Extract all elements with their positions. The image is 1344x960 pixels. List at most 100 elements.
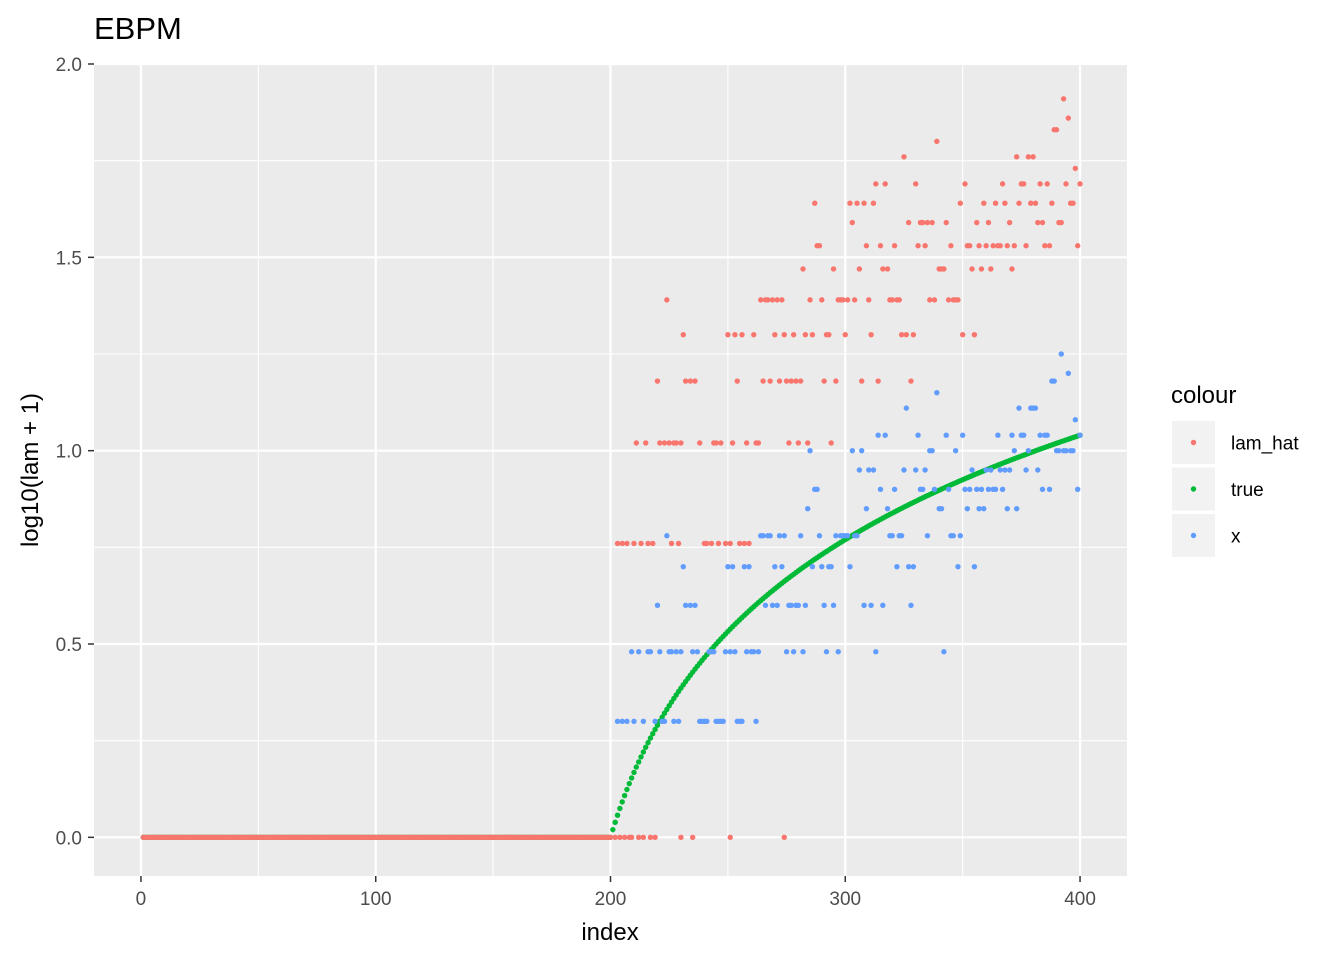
point-lam-hat <box>844 297 851 303</box>
x-tick-label: 100 <box>360 889 392 910</box>
point-x <box>962 486 968 493</box>
point-x <box>856 467 863 473</box>
point-x <box>934 389 940 396</box>
point-x <box>894 563 900 570</box>
point-x <box>1023 467 1029 473</box>
point-lam-hat <box>943 219 949 226</box>
point-x <box>661 718 668 725</box>
point-lam-hat <box>758 297 764 303</box>
point-lam-hat <box>727 834 733 841</box>
point-lam-hat <box>908 378 914 384</box>
point-lam-hat <box>974 219 980 226</box>
point-x <box>664 533 670 539</box>
point-lam-hat <box>725 331 731 338</box>
point-x <box>891 486 898 493</box>
point-x <box>694 649 701 655</box>
point-x <box>1070 447 1076 454</box>
point-x <box>920 486 926 493</box>
point-x <box>814 486 820 493</box>
point-lam-hat <box>870 200 877 206</box>
point-x <box>614 718 621 725</box>
point-lam-hat <box>631 540 637 547</box>
point-x <box>873 649 879 655</box>
y-tick-label: 1.5 <box>56 248 82 269</box>
point-x <box>1065 370 1072 377</box>
point-x <box>704 718 710 725</box>
point-x <box>1016 405 1022 411</box>
legend-label: lam_hat <box>1231 434 1299 455</box>
point-x <box>978 486 985 493</box>
point-lam-hat <box>967 243 973 249</box>
point-lam-hat <box>884 266 891 272</box>
point-x <box>790 649 797 655</box>
point-lam-hat <box>1002 200 1008 206</box>
point-x <box>819 563 825 570</box>
point-x <box>727 649 733 655</box>
point-x <box>849 447 856 454</box>
point-lam-hat <box>1060 96 1067 102</box>
point-lam-hat <box>727 540 733 547</box>
point-x <box>1009 432 1015 438</box>
point-lam-hat <box>931 297 938 303</box>
point-x <box>631 718 637 725</box>
point-lam-hat <box>1077 181 1083 187</box>
point-x <box>673 649 679 655</box>
point-lam-hat <box>840 297 846 303</box>
point-lam-hat <box>612 834 618 841</box>
point-lam-hat <box>614 540 621 547</box>
point-lam-hat <box>978 266 985 272</box>
point-lam-hat <box>934 138 940 145</box>
point-x <box>776 533 783 539</box>
x-tick-label: 0 <box>136 889 147 910</box>
legend-key-dot <box>1190 532 1197 539</box>
y-tick-label: 1.0 <box>56 442 82 463</box>
point-lam-hat <box>1070 200 1076 206</box>
point-x <box>833 533 839 539</box>
point-x <box>647 649 654 655</box>
point-true <box>635 759 642 765</box>
point-lam-hat <box>1030 154 1036 160</box>
point-lam-hat <box>678 834 684 841</box>
point-x <box>657 649 663 655</box>
point-lam-hat <box>786 440 792 446</box>
point-lam-hat <box>767 378 773 384</box>
point-x <box>624 718 630 725</box>
y-axis-ticks: 0.0 0.5 1.0 1.5 2.0 <box>56 55 94 849</box>
point-lam-hat <box>821 378 827 384</box>
point-lam-hat <box>856 266 863 272</box>
point-true <box>624 786 630 793</box>
point-lam-hat <box>1044 181 1050 187</box>
point-lam-hat <box>849 219 856 226</box>
point-x <box>741 563 748 570</box>
point-true <box>659 714 665 720</box>
point-lam-hat <box>635 834 642 841</box>
point-true <box>617 805 623 812</box>
point-lam-hat <box>929 219 935 226</box>
point-lam-hat <box>962 181 968 187</box>
point-true <box>633 764 640 770</box>
point-true <box>640 749 647 755</box>
point-lam-hat <box>903 331 910 338</box>
point-x <box>687 602 694 609</box>
point-true <box>619 799 625 805</box>
x-tick-label: 400 <box>1064 889 1096 910</box>
point-x <box>635 649 642 655</box>
point-x <box>682 602 689 609</box>
y-tick-label: 0.0 <box>56 828 82 849</box>
y-axis-title: log10(lam + 1) <box>17 393 44 547</box>
point-lam-hat <box>861 200 867 206</box>
point-lam-hat <box>990 243 996 249</box>
point-x <box>805 505 811 512</box>
point-lam-hat <box>957 200 964 206</box>
point-x <box>1046 486 1053 493</box>
point-lam-hat <box>666 440 672 446</box>
point-true <box>647 735 654 741</box>
point-true <box>612 819 618 825</box>
point-lam-hat <box>997 243 1003 249</box>
point-x <box>835 649 841 655</box>
point-lam-hat <box>959 331 966 338</box>
point-true <box>626 780 632 787</box>
point-x <box>866 467 872 473</box>
point-x <box>769 602 776 609</box>
point-lam-hat <box>983 243 989 249</box>
